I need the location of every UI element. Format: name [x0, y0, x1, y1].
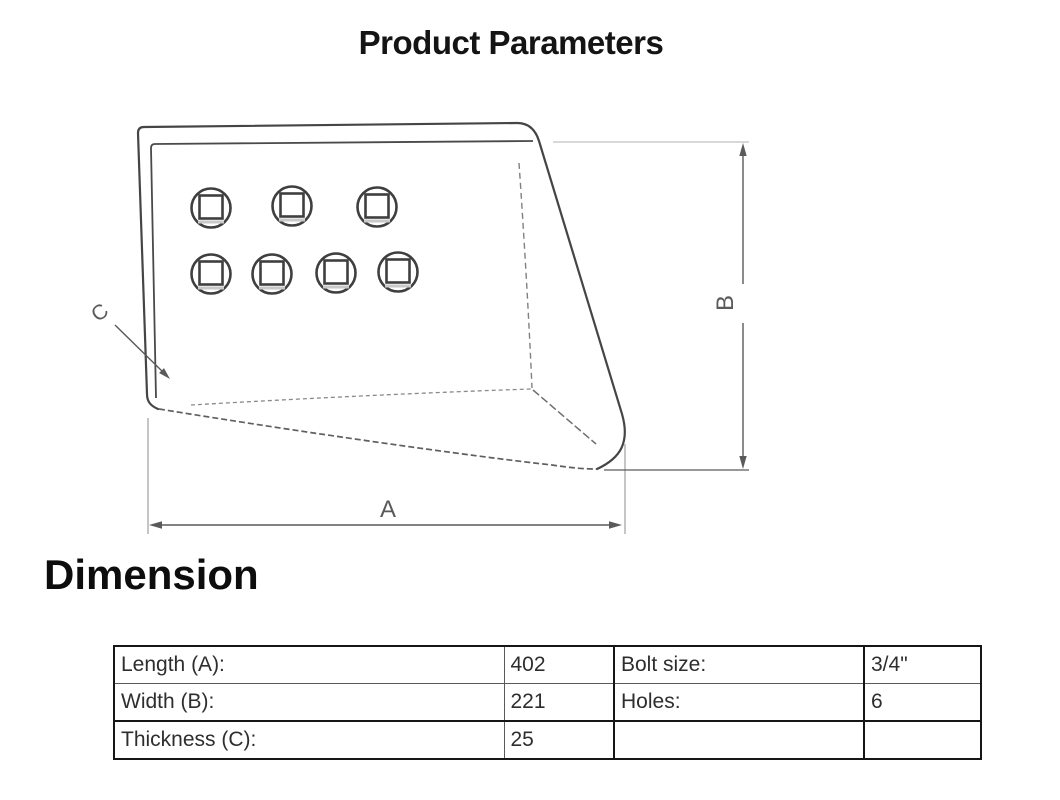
bolt-hole: [356, 186, 398, 228]
bolt-holes: [190, 185, 419, 295]
part-bottom-edge-hidden: [158, 408, 597, 470]
bolt-hole: [251, 253, 293, 295]
table-cell-value: 3/4": [863, 645, 982, 684]
dim-a-arrow-left: [149, 521, 162, 529]
table-row: Length (A): 402 Bolt size: 3/4": [113, 645, 982, 684]
table-cell-value: 6: [863, 683, 982, 722]
part-tangent-edge-dashed: [518, 162, 533, 389]
table-cell-label: Bolt size:: [613, 645, 865, 684]
table-cell-label: Width (B):: [113, 683, 505, 722]
dim-b-label: B: [712, 295, 739, 311]
bolt-hole: [190, 253, 232, 295]
dim-a-label: A: [380, 496, 396, 523]
dimension-b: B: [553, 141, 749, 471]
table-cell-label: Holes:: [613, 683, 865, 722]
dimension-table: Length (A): 402 Bolt size: 3/4" Width (B…: [113, 645, 982, 760]
table-cell-empty: [863, 720, 982, 760]
section-heading: Dimension: [44, 551, 259, 598]
table-cell-value: 221: [503, 683, 615, 722]
table-cell-value: 25: [503, 720, 615, 760]
part-chamfer-band: [150, 140, 534, 399]
table-cell-empty: [613, 720, 865, 760]
part-outer-edge: [136, 121, 626, 471]
part-outline: [136, 121, 626, 471]
table-cell-label: Thickness (C):: [113, 720, 505, 760]
part-bevel-edge-dotted: [190, 388, 532, 406]
dim-b-arrow-top: [739, 143, 747, 156]
part-wing-inner-edge: [532, 389, 597, 445]
dim-c-arrow: [159, 368, 170, 379]
dim-c-label: C: [87, 299, 113, 326]
table-cell-label: Length (A):: [113, 645, 505, 684]
bolt-hole: [377, 251, 419, 293]
bolt-hole: [271, 185, 313, 227]
dim-a-arrow-right: [609, 521, 622, 529]
dimension-c: C: [87, 299, 170, 379]
table-row: Thickness (C): 25: [113, 720, 982, 760]
dim-c-leader-line: [114, 324, 166, 375]
bolt-hole: [190, 187, 232, 229]
table-row: Width (B): 221 Holes: 6: [113, 683, 982, 722]
dim-b-arrow-bottom: [739, 456, 747, 469]
bolt-hole: [315, 252, 357, 294]
table-cell-value: 402: [503, 645, 615, 684]
page-title: Product Parameters: [358, 24, 664, 61]
dimension-a: A: [147, 418, 626, 534]
